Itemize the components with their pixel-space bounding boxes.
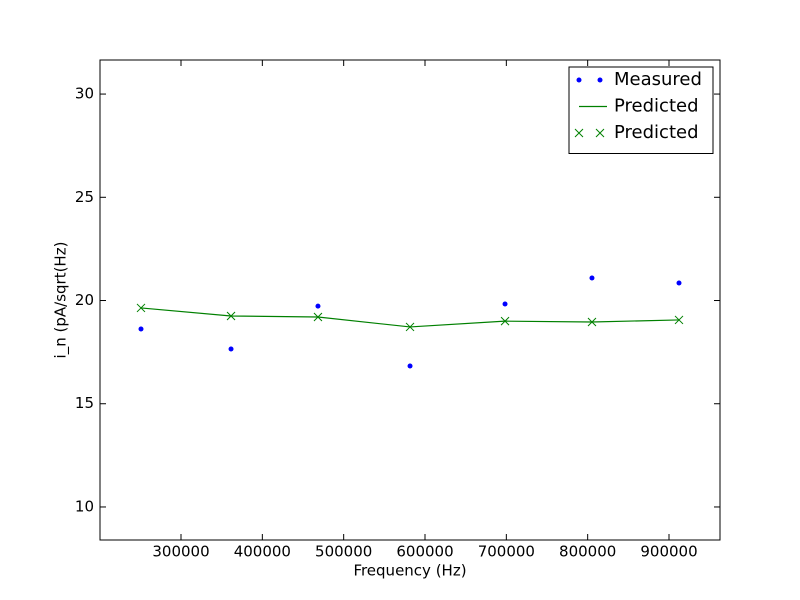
x-tick-label: 300000 bbox=[152, 543, 209, 561]
legend-label: Predicted bbox=[614, 96, 699, 117]
point bbox=[674, 315, 684, 325]
point bbox=[500, 316, 510, 326]
x-tick-label: 800000 bbox=[559, 543, 616, 561]
y-tick-label: 10 bbox=[75, 497, 94, 515]
point bbox=[313, 312, 323, 322]
point bbox=[136, 303, 146, 313]
y-tick-label: 25 bbox=[75, 188, 94, 206]
x-tick-label: 900000 bbox=[640, 543, 697, 561]
point bbox=[138, 326, 144, 332]
legend-label: Predicted bbox=[614, 122, 699, 143]
x-tick-label: 500000 bbox=[315, 543, 372, 561]
y-axis-label: i_n (pA/sqrt(Hz) bbox=[52, 242, 71, 359]
plot-frame bbox=[99, 59, 721, 541]
legend-swatch bbox=[576, 77, 582, 83]
point bbox=[502, 301, 508, 307]
point bbox=[315, 303, 321, 309]
point bbox=[228, 346, 234, 352]
x-tick-label: 600000 bbox=[396, 543, 453, 561]
legend-box bbox=[568, 66, 714, 154]
point bbox=[587, 317, 597, 327]
x-tick-label: 400000 bbox=[234, 543, 291, 561]
point bbox=[676, 280, 682, 286]
point bbox=[407, 363, 413, 369]
legend-swatch bbox=[597, 77, 603, 83]
y-tick-label: 30 bbox=[75, 85, 94, 103]
x-tick-label: 700000 bbox=[478, 543, 535, 561]
y-tick-label: 15 bbox=[75, 394, 94, 412]
legend-swatch bbox=[574, 128, 584, 138]
point bbox=[226, 311, 236, 321]
legend-label: Measured bbox=[614, 69, 702, 90]
legend-swatch bbox=[595, 128, 605, 138]
point bbox=[405, 322, 415, 332]
y-tick-label: 20 bbox=[75, 291, 94, 309]
x-axis-label: Frequency (Hz) bbox=[353, 562, 466, 580]
point bbox=[589, 275, 595, 281]
